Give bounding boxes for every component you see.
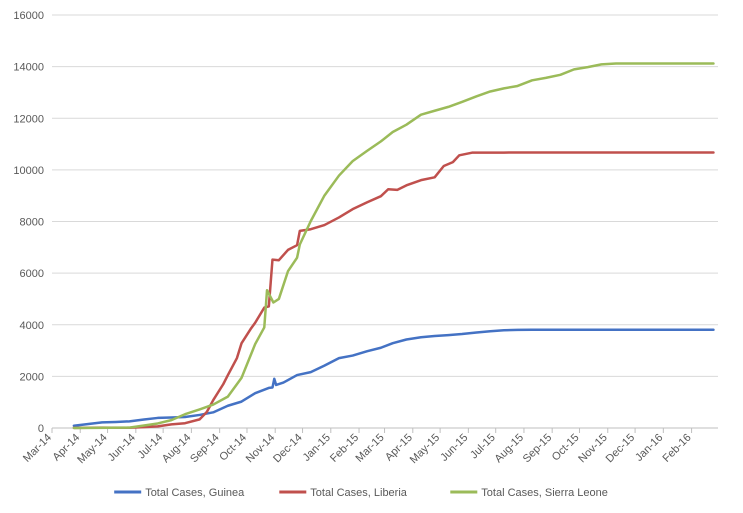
x-tick-label: Nov-15	[576, 432, 610, 466]
y-tick-label: 14000	[13, 62, 44, 74]
y-tick-label: 10000	[13, 165, 44, 177]
x-tick-label: Aug-14	[160, 432, 194, 466]
x-tick-label: Dec-15	[604, 432, 638, 466]
x-tick-label: Aug-15	[492, 432, 526, 466]
x-tick-label: Jan-15	[301, 432, 333, 464]
y-tick-label: 0	[38, 423, 44, 435]
x-tick-label: Jun-14	[106, 432, 138, 464]
legend-label: Total Cases, Guinea	[145, 487, 245, 499]
series-line-1	[72, 328, 715, 428]
x-tick-label: May-14	[75, 432, 109, 466]
y-tick-label: 4000	[20, 320, 44, 332]
x-tick-label: Sep-14	[188, 432, 222, 466]
series-line-2	[72, 151, 715, 430]
y-tick-label: 8000	[20, 217, 44, 229]
y-tick-label: 2000	[20, 371, 44, 383]
x-tick-label: Dec-14	[271, 432, 305, 466]
legend-label: Total Cases, Sierra Leone	[481, 487, 608, 499]
x-tick-label: Mar-14	[21, 432, 54, 465]
x-tick-label: Mar-15	[354, 432, 387, 465]
legend-label: Total Cases, Liberia	[310, 487, 407, 499]
x-axis-ticks: Mar-14Apr-14May-14Jun-14Jul-14Aug-14Sep-…	[21, 428, 694, 466]
x-tick-label: Oct-15	[550, 432, 582, 464]
y-tick-label: 6000	[20, 268, 44, 280]
x-tick-label: Feb-16	[661, 432, 694, 465]
x-tick-label: Jun-15	[438, 432, 470, 464]
x-tick-label: Nov-14	[244, 432, 278, 466]
y-tick-label: 12000	[13, 113, 44, 125]
x-tick-label: Sep-15	[521, 432, 555, 466]
legend: Total Cases, Guinea Total Cases, Liberia T…	[114, 487, 608, 499]
y-tick-label: 16000	[13, 10, 44, 22]
x-tick-label: Jan-16	[633, 432, 665, 464]
x-tick-label: May-15	[408, 432, 442, 466]
y-axis-ticks: 0 2000 4000 6000 8000 10000 12000 14000 16000	[13, 10, 44, 435]
series-line-3	[72, 62, 715, 430]
gridlines	[52, 14, 718, 377]
series-lines	[72, 62, 715, 430]
x-tick-label: Oct-14	[217, 432, 249, 464]
